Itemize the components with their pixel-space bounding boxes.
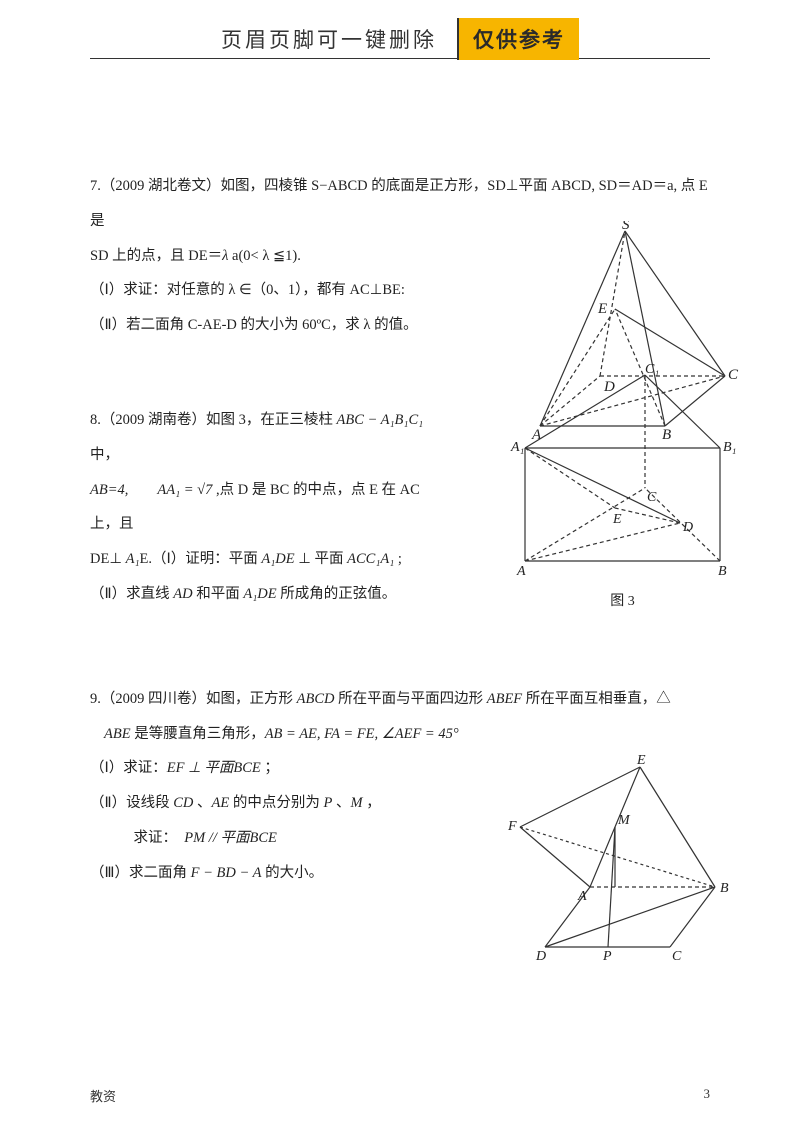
- svg-text:F: F: [507, 819, 517, 834]
- p7-part1: （Ⅰ）求证：对任意的 λ ∈（0、1），都有 AC⊥BE:: [90, 273, 450, 308]
- svg-text:C: C: [647, 490, 657, 505]
- svg-text:E: E: [636, 753, 646, 768]
- p8-line3: DE⊥ A₁E.（Ⅰ）证明：平面 A₁DE ⊥ 平面 ACC₁A₁ ;: [90, 542, 450, 577]
- svg-text:M: M: [617, 813, 631, 828]
- svg-text:E: E: [597, 301, 607, 317]
- p9-part2b: 求证： PM // 平面BCE: [90, 821, 430, 856]
- svg-text:E: E: [612, 512, 622, 527]
- svg-text:D: D: [535, 949, 546, 962]
- p8-part2: （Ⅱ）求直线 AD 和平面 A₁DE 所成角的正弦值。: [90, 577, 450, 612]
- svg-text:B: B: [718, 564, 727, 579]
- problem-7: 7.（2009 湖北卷文）如图，四棱锥 S−ABCD 的底面是正方形，SD⊥平面…: [90, 169, 710, 343]
- svg-text:C₁: C₁: [645, 363, 659, 377]
- p8-line2: AB=4, AA₁ = √7 ,点 D 是 BC 的中点，点 E 在 AC 上，…: [90, 473, 450, 543]
- header-text: 页眉页脚可一键删除: [221, 24, 437, 54]
- svg-text:D: D: [682, 520, 693, 535]
- problem-8: 8.（2009 湖南卷）如图 3，在正三棱柱 ABC − A₁B₁C₁ 中， A…: [90, 403, 710, 612]
- p9-part2: （Ⅱ）设线段 CD 、AE 的中点分别为 P 、M ，: [90, 786, 430, 821]
- figure-9: E F M A B C D P: [500, 752, 740, 962]
- p9-part1: （Ⅰ）求证：EF ⊥ 平面BCE ；: [90, 751, 430, 786]
- svg-text:A: A: [577, 889, 587, 904]
- svg-text:C: C: [672, 949, 682, 962]
- page-footer: 教资 3: [90, 1086, 710, 1105]
- p8-line1: 8.（2009 湖南卷）如图 3，在正三棱柱 ABC − A₁B₁C₁ 中，: [90, 403, 450, 473]
- problem-9: 9.（2009 四川卷）如图，正方形 ABCD 所在平面与平面四边形 ABEF …: [90, 682, 710, 891]
- p9-line2: ABE 是等腰直角三角形，AB = AE, FA = FE, ∠AEF = 45…: [90, 717, 710, 752]
- svg-text:A: A: [516, 564, 526, 579]
- svg-text:B: B: [720, 881, 729, 896]
- svg-text:A₁: A₁: [510, 440, 524, 455]
- footer-right: 3: [704, 1086, 711, 1105]
- p9-line1: 9.（2009 四川卷）如图，正方形 ABCD 所在平面与平面四边形 ABEF …: [90, 682, 710, 717]
- page-header: 页眉页脚可一键删除 仅供参考: [90, 20, 710, 59]
- p7-part2: （Ⅱ）若二面角 C-AE-D 的大小为 60ºC，求 λ 的值。: [90, 308, 450, 343]
- p9-part3: （Ⅲ）求二面角 F − BD − A 的大小。: [90, 856, 430, 891]
- svg-text:S: S: [622, 221, 630, 233]
- svg-text:B₁: B₁: [723, 440, 736, 455]
- footer-left: 教资: [90, 1086, 116, 1105]
- fig8-caption: 图 3: [505, 585, 740, 619]
- header-badge: 仅供参考: [457, 18, 579, 60]
- figure-8: A B C A₁ B₁ C₁ D E 图 3: [505, 363, 740, 619]
- svg-text:P: P: [602, 949, 612, 962]
